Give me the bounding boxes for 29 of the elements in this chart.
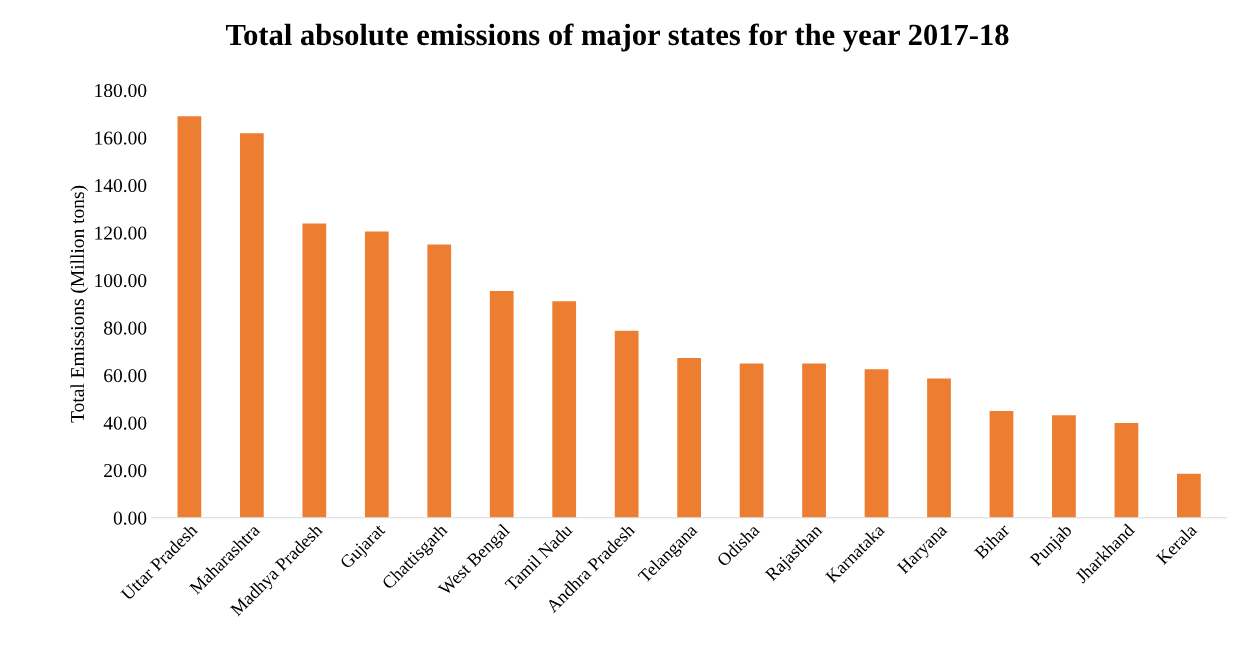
bar — [677, 358, 701, 518]
bar — [1052, 415, 1076, 518]
bar — [427, 244, 452, 518]
y-tick-label: 100.00 — [95, 274, 147, 288]
y-tick-label: 180.00 — [95, 84, 147, 98]
bar — [927, 378, 951, 518]
y-tick-label: 160.00 — [95, 131, 147, 145]
bar — [177, 116, 202, 518]
bar — [552, 301, 577, 518]
y-tick-label: 140.00 — [95, 179, 147, 193]
bar — [302, 223, 327, 518]
bar — [989, 411, 1014, 518]
bar — [864, 369, 889, 518]
bar — [364, 231, 389, 518]
y-tick-label: 120.00 — [95, 226, 147, 240]
bar — [489, 291, 514, 518]
y-tick-label: 0.00 — [113, 511, 147, 525]
y-tick-label: 80.00 — [104, 321, 147, 335]
bar — [1177, 473, 1201, 518]
bar — [614, 330, 639, 518]
chart-title: Total absolute emissions of major states for the year 2017-18 — [225, 23, 1009, 52]
bar — [1114, 422, 1139, 518]
y-tick-label: 40.00 — [103, 416, 147, 430]
y-tick-label: 20.00 — [104, 464, 147, 478]
bar — [802, 363, 826, 518]
y-axis-title: Total Emissions (Million tons) — [70, 185, 89, 423]
bar — [739, 363, 764, 518]
y-tick-label: 60.00 — [104, 369, 147, 383]
bar — [239, 133, 264, 518]
